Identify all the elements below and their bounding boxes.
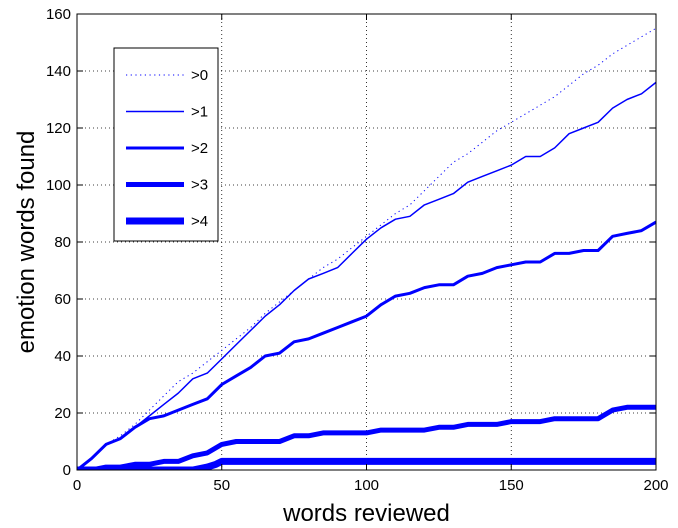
x-tick-label: 200 [643,477,668,494]
tick-labels: 0 50 100 150 200 0 20 40 60 80 100 120 140 160 [46,6,669,494]
y-tick-label: 20 [54,405,71,422]
legend-label: >0 [191,67,208,84]
legend: >0 >1 >2 >3 >4 [113,47,219,242]
x-tick-label: 0 [73,477,81,494]
y-tick-label: 120 [46,120,71,137]
legend-label: >4 [191,213,208,230]
y-tick-label: 60 [54,291,71,308]
series-line-2 [77,220,656,470]
series-line-3 [77,404,656,470]
series-layer [77,27,656,470]
x-tick-label: 50 [213,477,230,494]
y-tick-label: 100 [46,177,71,194]
legend-label: >3 [191,177,208,194]
y-tick-label: 80 [54,234,71,251]
series-line-1 [77,81,656,470]
x-tick-label: 100 [354,477,379,494]
series-line-4 [77,457,656,470]
x-tick-label: 150 [499,477,524,494]
ticks [76,13,657,471]
y-tick-label: 40 [54,348,71,365]
legend-label: >2 [191,140,208,157]
y-axis-label: emotion words found [13,131,40,354]
legend-label: >1 [191,104,208,121]
legend-box [113,47,219,242]
y-tick-label: 0 [63,462,71,479]
x-axis-label: words reviewed [282,500,450,527]
y-tick-label: 140 [46,63,71,80]
y-tick-label: 160 [46,6,71,23]
